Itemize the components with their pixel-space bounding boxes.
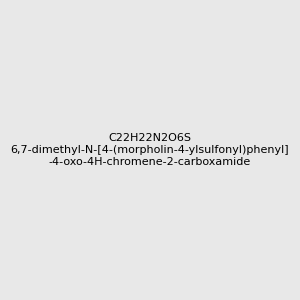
Text: C22H22N2O6S
6,7-dimethyl-N-[4-(morpholin-4-ylsulfonyl)phenyl]
-4-oxo-4H-chromene: C22H22N2O6S 6,7-dimethyl-N-[4-(morpholin… xyxy=(11,134,289,166)
